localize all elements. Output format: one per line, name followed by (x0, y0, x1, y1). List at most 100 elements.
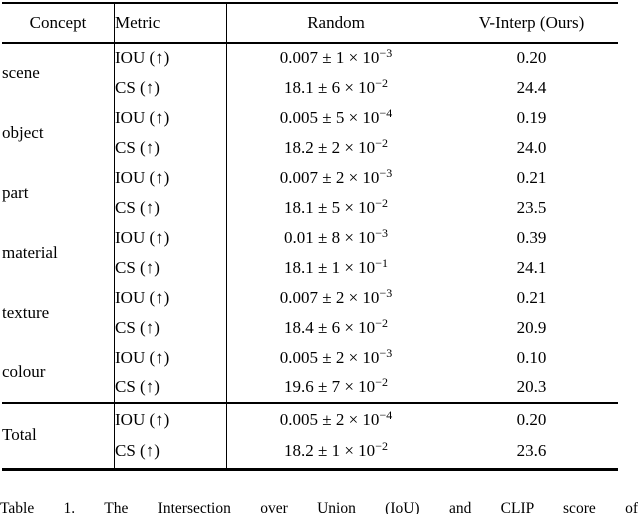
metric-cell: IOU (↑) (114, 103, 227, 133)
metric-cell: IOU (↑) (114, 163, 227, 193)
random-value-main: 18.1 ± 5 × 10 (284, 197, 376, 217)
col-header-concept: Concept (2, 3, 115, 44)
random-value: 0.01 ± 8 × 10−3 (227, 223, 446, 253)
concept-cell-object: object (2, 103, 115, 163)
vinterp-value: 24.4 (516, 77, 547, 97)
random-value-main: 18.1 ± 6 × 10 (284, 77, 376, 97)
random-value-exponent: −2 (375, 135, 388, 150)
table-row: CS (↑) 18.1 ± 5 × 10−2 23.5 (2, 193, 618, 223)
col-header-metric: Metric (114, 3, 227, 44)
concept-cell-part: part (2, 163, 115, 223)
vinterp-value: 23.6 (516, 441, 547, 461)
metric-cell: CS (↑) (114, 313, 227, 343)
table-row: CS (↑) 18.1 ± 1 × 10−1 24.1 (2, 253, 618, 283)
random-value-main: 19.6 ± 7 × 10 (284, 377, 376, 397)
random-value: 0.005 ± 2 × 10−4 (227, 403, 446, 436)
random-value: 18.2 ± 1 × 10−2 (227, 436, 446, 469)
vinterp-value: 0.20 (516, 409, 547, 429)
table-row: texture IOU (↑) 0.007 ± 2 × 10−3 0.21 (2, 283, 618, 343)
vinterp-value: 0.21 (516, 167, 547, 187)
col-header-random: Random (226, 3, 445, 44)
results-table: Concept Metric Random V-Interp (Ours) sc… (2, 2, 618, 471)
metric-cell: CS (↑) (114, 73, 227, 103)
table-row: material IOU (↑) 0.01 ± 8 × 10−3 0.39 (2, 223, 618, 283)
random-value: 18.1 ± 5 × 10−2 (227, 193, 446, 223)
random-value-exponent: −3 (379, 165, 393, 180)
metric-cell: CS (↑) (114, 373, 227, 403)
table-row: CS (↑) 18.2 ± 2 × 10−2 24.0 (2, 133, 618, 163)
random-value: 0.007 ± 1 × 10−3 (227, 43, 446, 73)
random-value: 0.005 ± 2 × 10−3 (227, 343, 446, 373)
col-header-vinterp: V-Interp (Ours) (445, 3, 618, 44)
concept-cell-scene: scene (2, 43, 115, 103)
table-row: CS (↑) 18.4 ± 6 × 10−2 20.9 (2, 313, 618, 343)
random-value-exponent: −3 (375, 225, 388, 240)
random-value-main: 0.005 ± 5 × 10 (279, 107, 380, 127)
vinterp-value: 0.21 (516, 287, 547, 307)
random-value-main: 0.007 ± 1 × 10 (279, 48, 380, 68)
random-value-exponent: −2 (375, 315, 388, 330)
table-header: Concept Metric Random V-Interp (Ours) (2, 3, 618, 44)
random-value-exponent: −2 (375, 375, 388, 390)
vinterp-value: 24.0 (516, 137, 547, 157)
table-row: CS (↑) 18.1 ± 6 × 10−2 24.4 (2, 73, 618, 103)
metric-cell: CS (↑) (114, 193, 227, 223)
metric-cell: IOU (↑) (114, 403, 227, 436)
random-value: 0.005 ± 5 × 10−4 (227, 103, 446, 133)
table-row: object IOU (↑) 0.005 ± 5 × 10−4 0.19 (2, 103, 618, 163)
random-value-exponent: −3 (379, 46, 393, 61)
table-total-section: Total IOU (↑) 0.005 ± 2 × 10−4 0.20 CS (… (2, 403, 618, 469)
random-value-exponent: −2 (375, 195, 388, 210)
random-value-exponent: −3 (379, 285, 393, 300)
metric-cell: CS (↑) (114, 436, 227, 469)
random-value-main: 18.2 ± 1 × 10 (284, 441, 376, 461)
random-value-exponent: −3 (379, 345, 393, 360)
vinterp-value: 0.39 (516, 227, 547, 247)
random-value-main: 18.4 ± 6 × 10 (284, 317, 376, 337)
header-row: Concept Metric Random V-Interp (Ours) (2, 3, 618, 44)
vinterp-value: 20.3 (516, 377, 547, 397)
concept-cell-texture: texture (2, 283, 115, 343)
random-value-exponent: −2 (375, 75, 388, 90)
table-row: CS (↑) 18.2 ± 1 × 10−2 23.6 (2, 436, 618, 469)
random-value-main: 0.01 ± 8 × 10 (284, 227, 376, 247)
metric-cell: CS (↑) (114, 253, 227, 283)
vinterp-value: 0.20 (516, 48, 547, 68)
metric-cell: CS (↑) (114, 133, 227, 163)
random-value-main: 18.2 ± 2 × 10 (284, 137, 376, 157)
random-value-exponent: −4 (379, 105, 393, 120)
random-value: 19.6 ± 7 × 10−2 (227, 373, 446, 403)
random-value-main: 18.1 ± 1 × 10 (284, 257, 376, 277)
vinterp-value: 23.5 (516, 197, 547, 217)
random-value-main: 0.005 ± 2 × 10 (279, 347, 380, 367)
concept-cell-colour: colour (2, 343, 115, 403)
table-row: colour IOU (↑) 0.005 ± 2 × 10−3 0.10 (2, 343, 618, 403)
random-value-exponent: −2 (375, 439, 388, 454)
metric-cell: IOU (↑) (114, 283, 227, 313)
random-value-main: 0.007 ± 2 × 10 (279, 167, 380, 187)
vinterp-value: 0.10 (516, 347, 547, 367)
random-value: 18.1 ± 1 × 10−1 (227, 253, 446, 283)
concept-cell-total: Total (2, 403, 115, 469)
vinterp-value: 20.9 (516, 317, 547, 337)
table-row: Total IOU (↑) 0.005 ± 2 × 10−4 0.20 (2, 403, 618, 469)
random-value: 18.4 ± 6 × 10−2 (227, 313, 446, 343)
random-value: 18.1 ± 6 × 10−2 (227, 73, 446, 103)
random-value: 0.007 ± 2 × 10−3 (227, 163, 446, 193)
table-row: CS (↑) 19.6 ± 7 × 10−2 20.3 (2, 373, 618, 403)
random-value-main: 0.005 ± 2 × 10 (279, 409, 380, 429)
vinterp-value: 24.1 (516, 257, 547, 277)
random-value-main: 0.007 ± 2 × 10 (279, 287, 380, 307)
table-row: part IOU (↑) 0.007 ± 2 × 10−3 0.21 (2, 163, 618, 223)
random-value-exponent: −4 (379, 407, 393, 422)
table-row: scene IOU (↑) 0.007 ± 1 × 10−3 0.20 (2, 43, 618, 103)
table-caption: Table 1. The Intersection over Union (Io… (0, 500, 638, 514)
random-value-exponent: −1 (375, 255, 388, 270)
random-value: 0.007 ± 2 × 10−3 (227, 283, 446, 313)
table-body: scene IOU (↑) 0.007 ± 1 × 10−3 0.20 CS (… (2, 43, 618, 403)
metric-cell: IOU (↑) (114, 43, 227, 73)
metric-cell: IOU (↑) (114, 223, 227, 253)
concept-cell-material: material (2, 223, 115, 283)
vinterp-value: 0.19 (516, 107, 547, 127)
